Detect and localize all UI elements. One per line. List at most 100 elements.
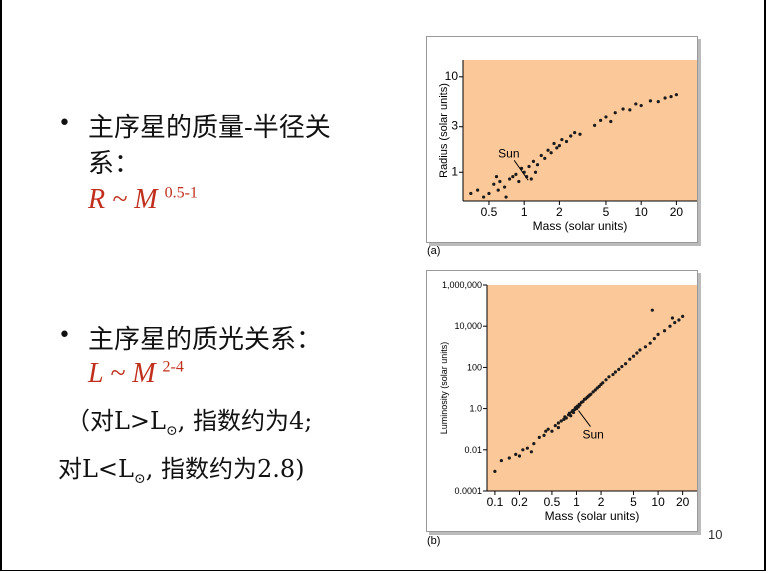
x-tick-label: 2	[556, 205, 563, 219]
panel-label-b: (b)	[427, 535, 441, 547]
data-point	[601, 381, 605, 385]
y-axis-label: Luminosity (solar units)	[439, 342, 449, 435]
x-axis-label: Mass (solar units)	[545, 509, 640, 523]
data-point	[578, 132, 582, 136]
formula-exponent: 0.5-1	[164, 184, 198, 202]
panel-label-a: (a)	[427, 245, 441, 257]
y-tick-label: 0.0001	[454, 486, 482, 496]
data-point	[569, 414, 573, 418]
data-point	[670, 316, 675, 320]
bullet-2-line-1: 主序星的质光关系：	[88, 325, 323, 355]
data-point	[562, 417, 566, 421]
data-point	[628, 108, 632, 112]
data-point	[573, 131, 577, 135]
data-point	[663, 96, 667, 100]
data-point	[537, 435, 541, 439]
data-point	[593, 388, 597, 392]
x-tick-label: 20	[676, 495, 690, 509]
data-point	[613, 370, 618, 374]
data-point	[609, 119, 613, 124]
y-tick-label: 100	[467, 362, 482, 372]
data-point	[668, 324, 672, 328]
x-tick-label: 20	[670, 205, 684, 219]
luminosity-mass-chart: 0.1 0.2 0.5 1 2 5 10 20 0.0001 0.01 1.0 100 10,000 1,…	[439, 280, 697, 523]
chart-panel-b: 0.1 0.2 0.5 1 2 5 10 20 0.0001 0.01 1.0 100 10,000 1,…	[426, 270, 698, 532]
y-tick-label: 0.01	[464, 445, 482, 455]
formula-base: R ~ M	[88, 184, 158, 215]
data-point	[514, 172, 518, 176]
data-point	[494, 175, 499, 179]
x-tick-label: 0.2	[511, 495, 528, 509]
note-2-pre: 对L<L	[58, 455, 134, 483]
data-point	[521, 448, 525, 452]
data-point	[544, 429, 548, 433]
data-point	[567, 411, 572, 415]
note-1-pre: （对L>L	[66, 407, 166, 435]
data-point	[493, 469, 497, 473]
bullet-dot-1: •	[58, 111, 71, 136]
data-point	[556, 421, 560, 425]
sun-symbol: ⊙	[133, 470, 146, 487]
data-point	[482, 195, 486, 199]
data-point	[559, 419, 563, 423]
data-point	[652, 337, 656, 341]
x-tick-label: 5	[603, 205, 610, 219]
sun-symbol: ⊙	[165, 422, 178, 439]
x-tick-label: 0.5	[544, 495, 561, 509]
data-point	[620, 364, 624, 369]
data-point	[669, 95, 673, 99]
y-tick-label: 10	[445, 69, 459, 83]
data-point	[624, 362, 628, 366]
note-2-post: , 指数约为2.8)	[145, 455, 305, 483]
data-point	[569, 134, 573, 138]
data-point	[507, 456, 511, 460]
data-point	[476, 188, 480, 192]
data-point	[504, 195, 508, 199]
data-point	[498, 179, 502, 184]
data-point	[635, 351, 639, 355]
data-point	[621, 107, 625, 111]
data-point	[648, 341, 652, 345]
data-point	[549, 151, 553, 155]
data-point	[546, 148, 550, 152]
data-point	[542, 433, 546, 438]
data-point	[571, 410, 576, 415]
mass-luminosity-formula: L ~ M 2-4	[88, 358, 184, 390]
data-point	[638, 348, 642, 352]
y-tick-label: 10,000	[454, 321, 482, 331]
bullet-1-line-2: 系：	[88, 149, 141, 179]
y-axis-label: Radius (solar units)	[438, 83, 450, 178]
data-point	[617, 367, 621, 371]
data-point	[555, 146, 559, 150]
data-point	[634, 102, 638, 106]
data-point	[631, 354, 636, 358]
data-point	[604, 115, 608, 119]
data-point	[525, 446, 529, 450]
sun-pointer	[578, 410, 591, 427]
data-point	[556, 425, 560, 430]
x-tick-label: 5	[630, 495, 637, 509]
data-point	[578, 403, 582, 407]
sun-pointer	[513, 159, 529, 181]
data-point	[564, 139, 569, 144]
data-point	[662, 329, 667, 333]
data-point	[487, 191, 491, 196]
bullet-1-line-1: 主序星的质量-半径关	[88, 113, 331, 143]
data-point	[674, 93, 678, 97]
data-point	[533, 170, 538, 174]
x-tick-label: 1	[573, 495, 580, 509]
data-point	[593, 123, 597, 127]
data-point	[656, 99, 660, 104]
formula-exponent: 2-4	[162, 358, 184, 376]
y-tick-label: 1	[451, 164, 458, 178]
data-point	[681, 314, 685, 318]
data-point	[677, 318, 681, 322]
note-line-2: 对L<L⊙, 指数约为2.8)	[58, 449, 305, 487]
data-point	[529, 450, 533, 454]
data-point	[517, 454, 522, 458]
data-point	[539, 153, 543, 158]
data-point	[543, 156, 547, 160]
data-point	[502, 185, 507, 189]
x-tick-label: 0.1	[487, 495, 504, 509]
